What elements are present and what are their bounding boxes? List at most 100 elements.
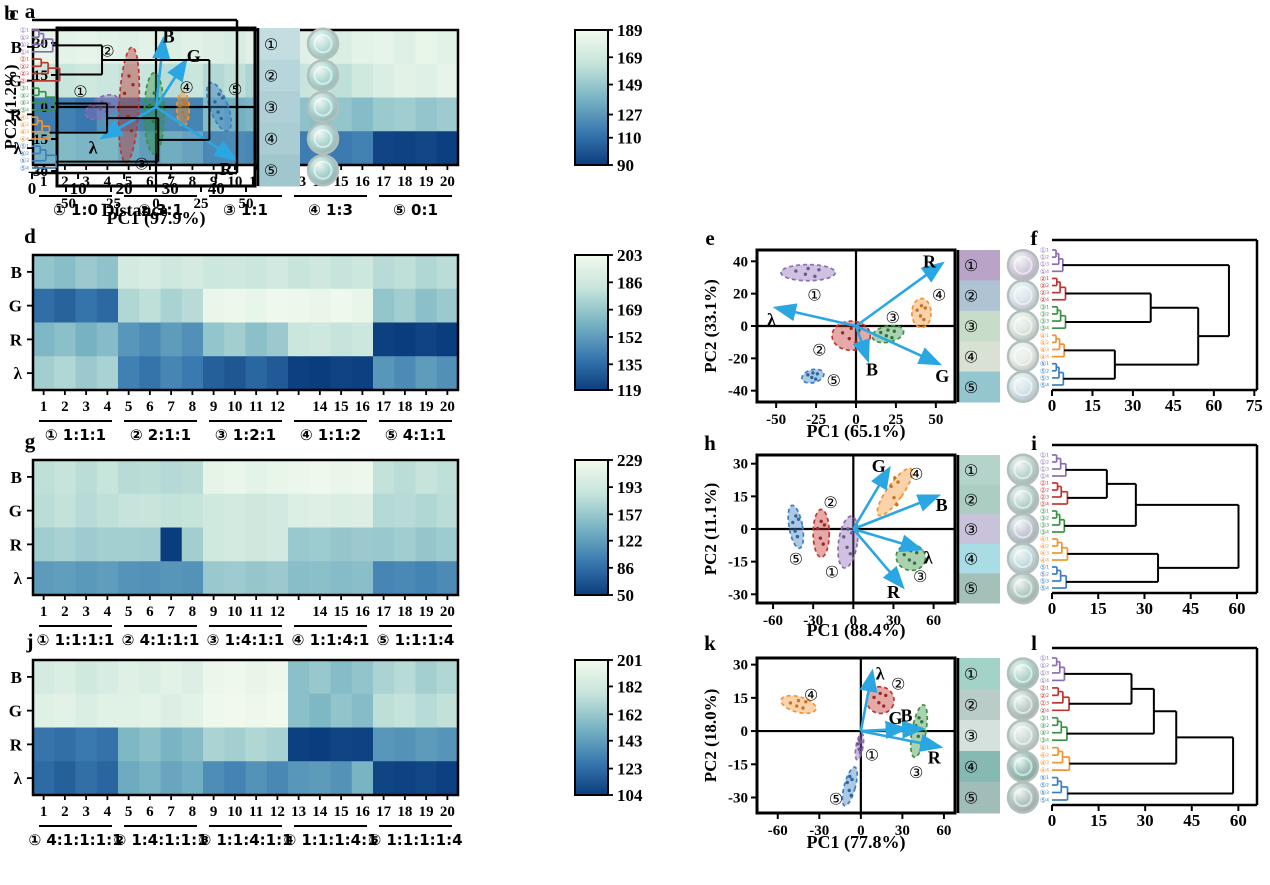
dendrogram-leaf-label: ③3 xyxy=(1040,522,1049,530)
cluster-number-label: ② xyxy=(812,340,826,359)
sample-number: ③ xyxy=(964,317,978,336)
heatmap-cell xyxy=(394,97,416,132)
cluster-number-label: ④ xyxy=(804,686,818,705)
heatmap-cell xyxy=(54,460,76,495)
x-tick-label: 25 xyxy=(888,412,903,428)
heatmap-cell xyxy=(54,527,76,562)
heatmap-cell xyxy=(309,527,331,562)
dendrogram-leaf-label: ④3 xyxy=(1040,550,1049,558)
heatmap-cell xyxy=(436,97,459,132)
heatmap-cell xyxy=(224,727,246,762)
pca-cluster-ellipse xyxy=(175,91,191,128)
heatmap-cell xyxy=(224,561,246,596)
heatmap-cell xyxy=(373,63,395,98)
sample-photo xyxy=(306,27,340,61)
col-tick-label: 18 xyxy=(397,804,412,820)
loading-arrow-G xyxy=(154,57,188,108)
sample-strip-cell xyxy=(958,310,1000,342)
col-tick-label: 3 xyxy=(82,604,90,620)
heatmap-cell xyxy=(203,527,225,562)
pca-data-point xyxy=(795,534,800,539)
sample-number: ④ xyxy=(964,758,978,777)
panel-letter: f xyxy=(1031,226,1039,250)
heatmap-cell xyxy=(330,561,353,596)
dendrogram-leaf-label: ①3 xyxy=(1040,669,1049,677)
group-label: ③ 1:1 xyxy=(223,201,268,219)
heatmap-cell xyxy=(96,322,119,357)
heatmap-cell xyxy=(96,693,119,728)
heatmap-cell xyxy=(330,761,353,796)
heatmap-cell xyxy=(415,131,438,166)
group-label: ④ 1:1:1:4:1 xyxy=(283,831,377,849)
x-tick-label: -60 xyxy=(768,823,788,839)
heatmap-cell xyxy=(160,356,183,391)
dendrogram-leaf-label: ④3 xyxy=(1040,346,1049,354)
sample-strip-cell xyxy=(258,154,300,187)
heatmap-cell xyxy=(75,131,98,166)
heatmap-cell xyxy=(394,660,416,695)
x-tick-label: 0 xyxy=(850,613,858,629)
heatmap-cell xyxy=(245,493,268,528)
pca-data-point xyxy=(914,724,918,728)
heatmap-cell xyxy=(309,460,331,495)
sample-strip-cell xyxy=(958,720,1000,752)
x-tick-label: 30 xyxy=(1137,811,1154,830)
row-label: B xyxy=(11,468,22,487)
heatmap-cell xyxy=(245,460,268,495)
dendrogram-leaf-label: ①2 xyxy=(1040,254,1049,262)
heatmap-cell xyxy=(75,693,98,728)
heatmap-cell xyxy=(203,460,225,495)
heatmap-cell xyxy=(181,30,204,65)
x-tick-label: 30 xyxy=(1124,396,1141,415)
cluster-number-label: ② xyxy=(823,493,837,512)
col-tick-label: 6 xyxy=(146,804,154,820)
x-tick-label: 30 xyxy=(1136,599,1153,618)
y-tick-label: 0 xyxy=(741,724,749,740)
col-tick-label: 16 xyxy=(355,604,371,620)
heatmap-cell xyxy=(75,356,98,391)
panel-letter: d xyxy=(24,224,36,248)
dendrogram-leaf-label: ②4 xyxy=(20,77,29,85)
heatmap-cell xyxy=(181,727,204,762)
loading-arrow-R xyxy=(155,105,238,162)
colorbar-tick-label: 169 xyxy=(617,301,643,320)
pca-data-point xyxy=(788,701,793,705)
heatmap-cell xyxy=(436,727,459,762)
heatmap-cell xyxy=(330,493,353,528)
x-tick-label: 30 xyxy=(886,613,901,629)
pca-data-point xyxy=(796,517,801,521)
group-label: ⑤ 4:1:1 xyxy=(385,426,446,444)
pca-data-point xyxy=(847,788,851,793)
x-tick-label: 0 xyxy=(857,823,865,839)
heatmap-cell xyxy=(436,493,459,528)
heatmap-cell xyxy=(351,493,374,528)
colorbar-tick-label: 157 xyxy=(617,505,643,524)
colorbar-tick-label: 143 xyxy=(617,732,643,751)
heatmap-cell xyxy=(33,356,55,391)
heatmap-cell xyxy=(96,761,119,796)
group-label: ③ 1:1:4:1:1 xyxy=(198,831,292,849)
pca-data-point xyxy=(849,326,853,331)
heatmap-cell xyxy=(224,30,246,65)
sample-number: ② xyxy=(964,287,978,306)
heatmap-cell xyxy=(436,761,459,796)
pca-data-point xyxy=(815,372,820,376)
dendrogram-leaf-label: ③4 xyxy=(20,106,29,114)
sample-number: ② xyxy=(964,490,978,509)
x-axis-label: Distance xyxy=(102,200,168,220)
heatmap-cell xyxy=(139,727,161,762)
pca-data-point xyxy=(804,700,808,704)
col-tick-label: 14 xyxy=(312,804,328,820)
loading-arrow-label: λ xyxy=(767,310,776,330)
heatmap-cell xyxy=(351,255,374,290)
heatmap-cell xyxy=(224,63,246,98)
pca-data-point xyxy=(902,552,906,557)
col-tick-label: 7 xyxy=(167,804,175,820)
dendrogram-leaf-label: ⑤2 xyxy=(1040,782,1049,790)
heatmap-cell xyxy=(96,660,119,695)
heatmap-cell xyxy=(351,356,374,391)
heatmap-cell xyxy=(330,727,353,762)
pca-data-point xyxy=(892,329,897,333)
y-tick-label: 15 xyxy=(733,489,748,505)
colorbar-tick-label: 119 xyxy=(617,381,642,400)
